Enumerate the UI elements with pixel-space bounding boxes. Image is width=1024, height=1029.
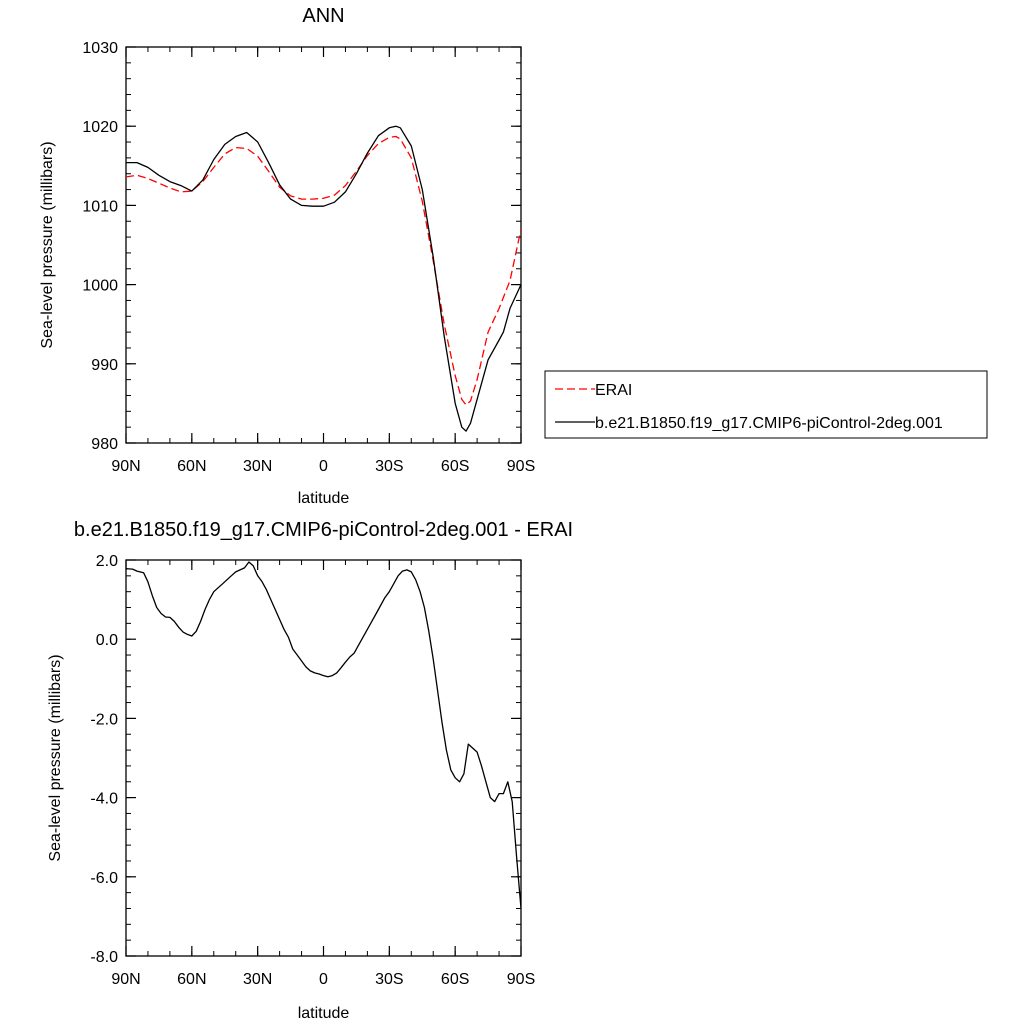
chart-panel-1: ANN 90N 60N 30N 0 30S 60S 90S 980 990 1000 1010 1020…	[39, 5, 988, 507]
x-tick-label: 60N	[177, 458, 206, 475]
y-tick-label: 1020	[82, 119, 118, 136]
y-tick-label: 0.0	[96, 632, 118, 649]
plot-frame	[125, 559, 522, 957]
x-tick-label: 30N	[243, 458, 272, 475]
legend: ERAI b.e21.B1850.f19_g17.CMIP6-piControl-…	[544, 370, 988, 439]
x-tick-label: 30S	[375, 458, 403, 475]
x-tick-label: 60S	[441, 458, 469, 475]
y-tick-label: -4.0	[90, 791, 118, 808]
y-tick-label: -2.0	[90, 711, 118, 728]
y-axis-label: Sea-level pressure (millibars)	[39, 141, 56, 348]
series-line-erai	[126, 135, 521, 406]
x-axis-label: latitude	[298, 490, 350, 507]
x-tick-label: 0	[319, 458, 328, 475]
x-tick-label: 90N	[111, 971, 140, 988]
y-tick-label: 1000	[82, 278, 118, 295]
y-tick-label: -6.0	[90, 870, 118, 887]
plot-frame	[125, 46, 522, 444]
series-line-b	[126, 125, 521, 432]
difference-series-line	[126, 561, 521, 909]
y-tick-label: 990	[91, 357, 118, 374]
y-tick-label: 980	[91, 436, 118, 453]
x-axis-label: latitude	[298, 1005, 350, 1022]
x-tick-label: 90S	[507, 458, 535, 475]
y-tick-label: 1030	[82, 40, 118, 57]
y-tick-label: 2.0	[96, 553, 118, 570]
x-tick-label: 30N	[243, 971, 272, 988]
x-tick-label: 90N	[111, 458, 140, 475]
x-tick-label: 60S	[441, 971, 469, 988]
legend-box	[544, 370, 988, 439]
chart-panel-2: b.e21.B1850.f19_g17.CMIP6-piControl-2deg…	[47, 519, 573, 1022]
x-tick-label: 90S	[507, 971, 535, 988]
x-tick-label: 0	[319, 971, 328, 988]
chart-title: b.e21.B1850.f19_g17.CMIP6-piControl-2deg…	[74, 519, 573, 541]
legend-label: b.e21.B1850.f19_g17.CMIP6-piControl-2deg…	[595, 415, 943, 432]
chart-title: ANN	[302, 5, 344, 27]
y-tick-label: -8.0	[90, 949, 118, 966]
legend-label: ERAI	[595, 382, 632, 399]
y-axis-label: Sea-level pressure (millibars)	[47, 654, 64, 861]
x-tick-label: 60N	[177, 971, 206, 988]
x-tick-label: 30S	[375, 971, 403, 988]
y-tick-label: 1010	[82, 198, 118, 215]
